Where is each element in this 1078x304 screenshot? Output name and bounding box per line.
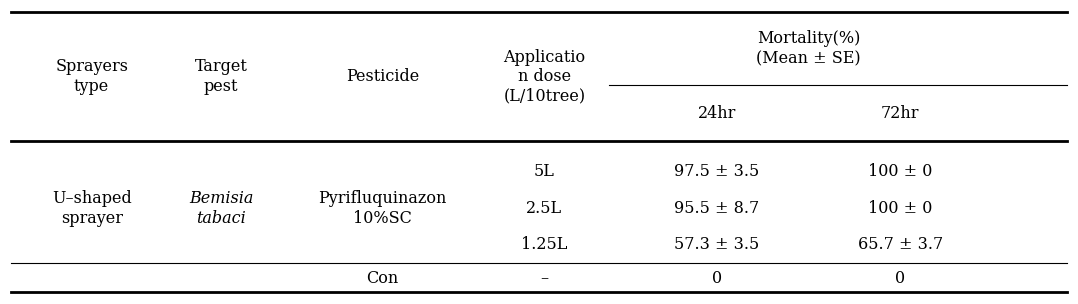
Text: 0: 0 bbox=[711, 270, 722, 287]
Text: 100 ± 0: 100 ± 0 bbox=[868, 163, 932, 180]
Text: Applicatio
n dose
(L/10tree): Applicatio n dose (L/10tree) bbox=[503, 49, 585, 105]
Text: 95.5 ± 8.7: 95.5 ± 8.7 bbox=[674, 200, 760, 217]
Text: Con: Con bbox=[367, 270, 399, 287]
Text: 72hr: 72hr bbox=[881, 105, 920, 122]
Text: 2.5L: 2.5L bbox=[526, 200, 563, 217]
Text: 0: 0 bbox=[895, 270, 906, 287]
Text: Target
pest: Target pest bbox=[194, 58, 248, 95]
Text: Pesticide: Pesticide bbox=[346, 68, 419, 85]
Text: Mortality(%)
(Mean ± SE): Mortality(%) (Mean ± SE) bbox=[756, 30, 861, 67]
Text: –: – bbox=[540, 270, 549, 287]
Text: 100 ± 0: 100 ± 0 bbox=[868, 200, 932, 217]
Text: 24hr: 24hr bbox=[697, 105, 736, 122]
Text: Pyrifluquinazon
10%SC: Pyrifluquinazon 10%SC bbox=[318, 190, 447, 226]
Text: Sprayers
type: Sprayers type bbox=[55, 58, 128, 95]
Text: 65.7 ± 3.7: 65.7 ± 3.7 bbox=[857, 236, 943, 253]
Text: Bemisia
tabaci: Bemisia tabaci bbox=[189, 190, 253, 226]
Text: U–shaped
sprayer: U–shaped sprayer bbox=[52, 190, 132, 226]
Text: 5L: 5L bbox=[534, 163, 555, 180]
Text: 97.5 ± 3.5: 97.5 ± 3.5 bbox=[674, 163, 760, 180]
Text: 57.3 ± 3.5: 57.3 ± 3.5 bbox=[674, 236, 760, 253]
Text: 1.25L: 1.25L bbox=[521, 236, 568, 253]
